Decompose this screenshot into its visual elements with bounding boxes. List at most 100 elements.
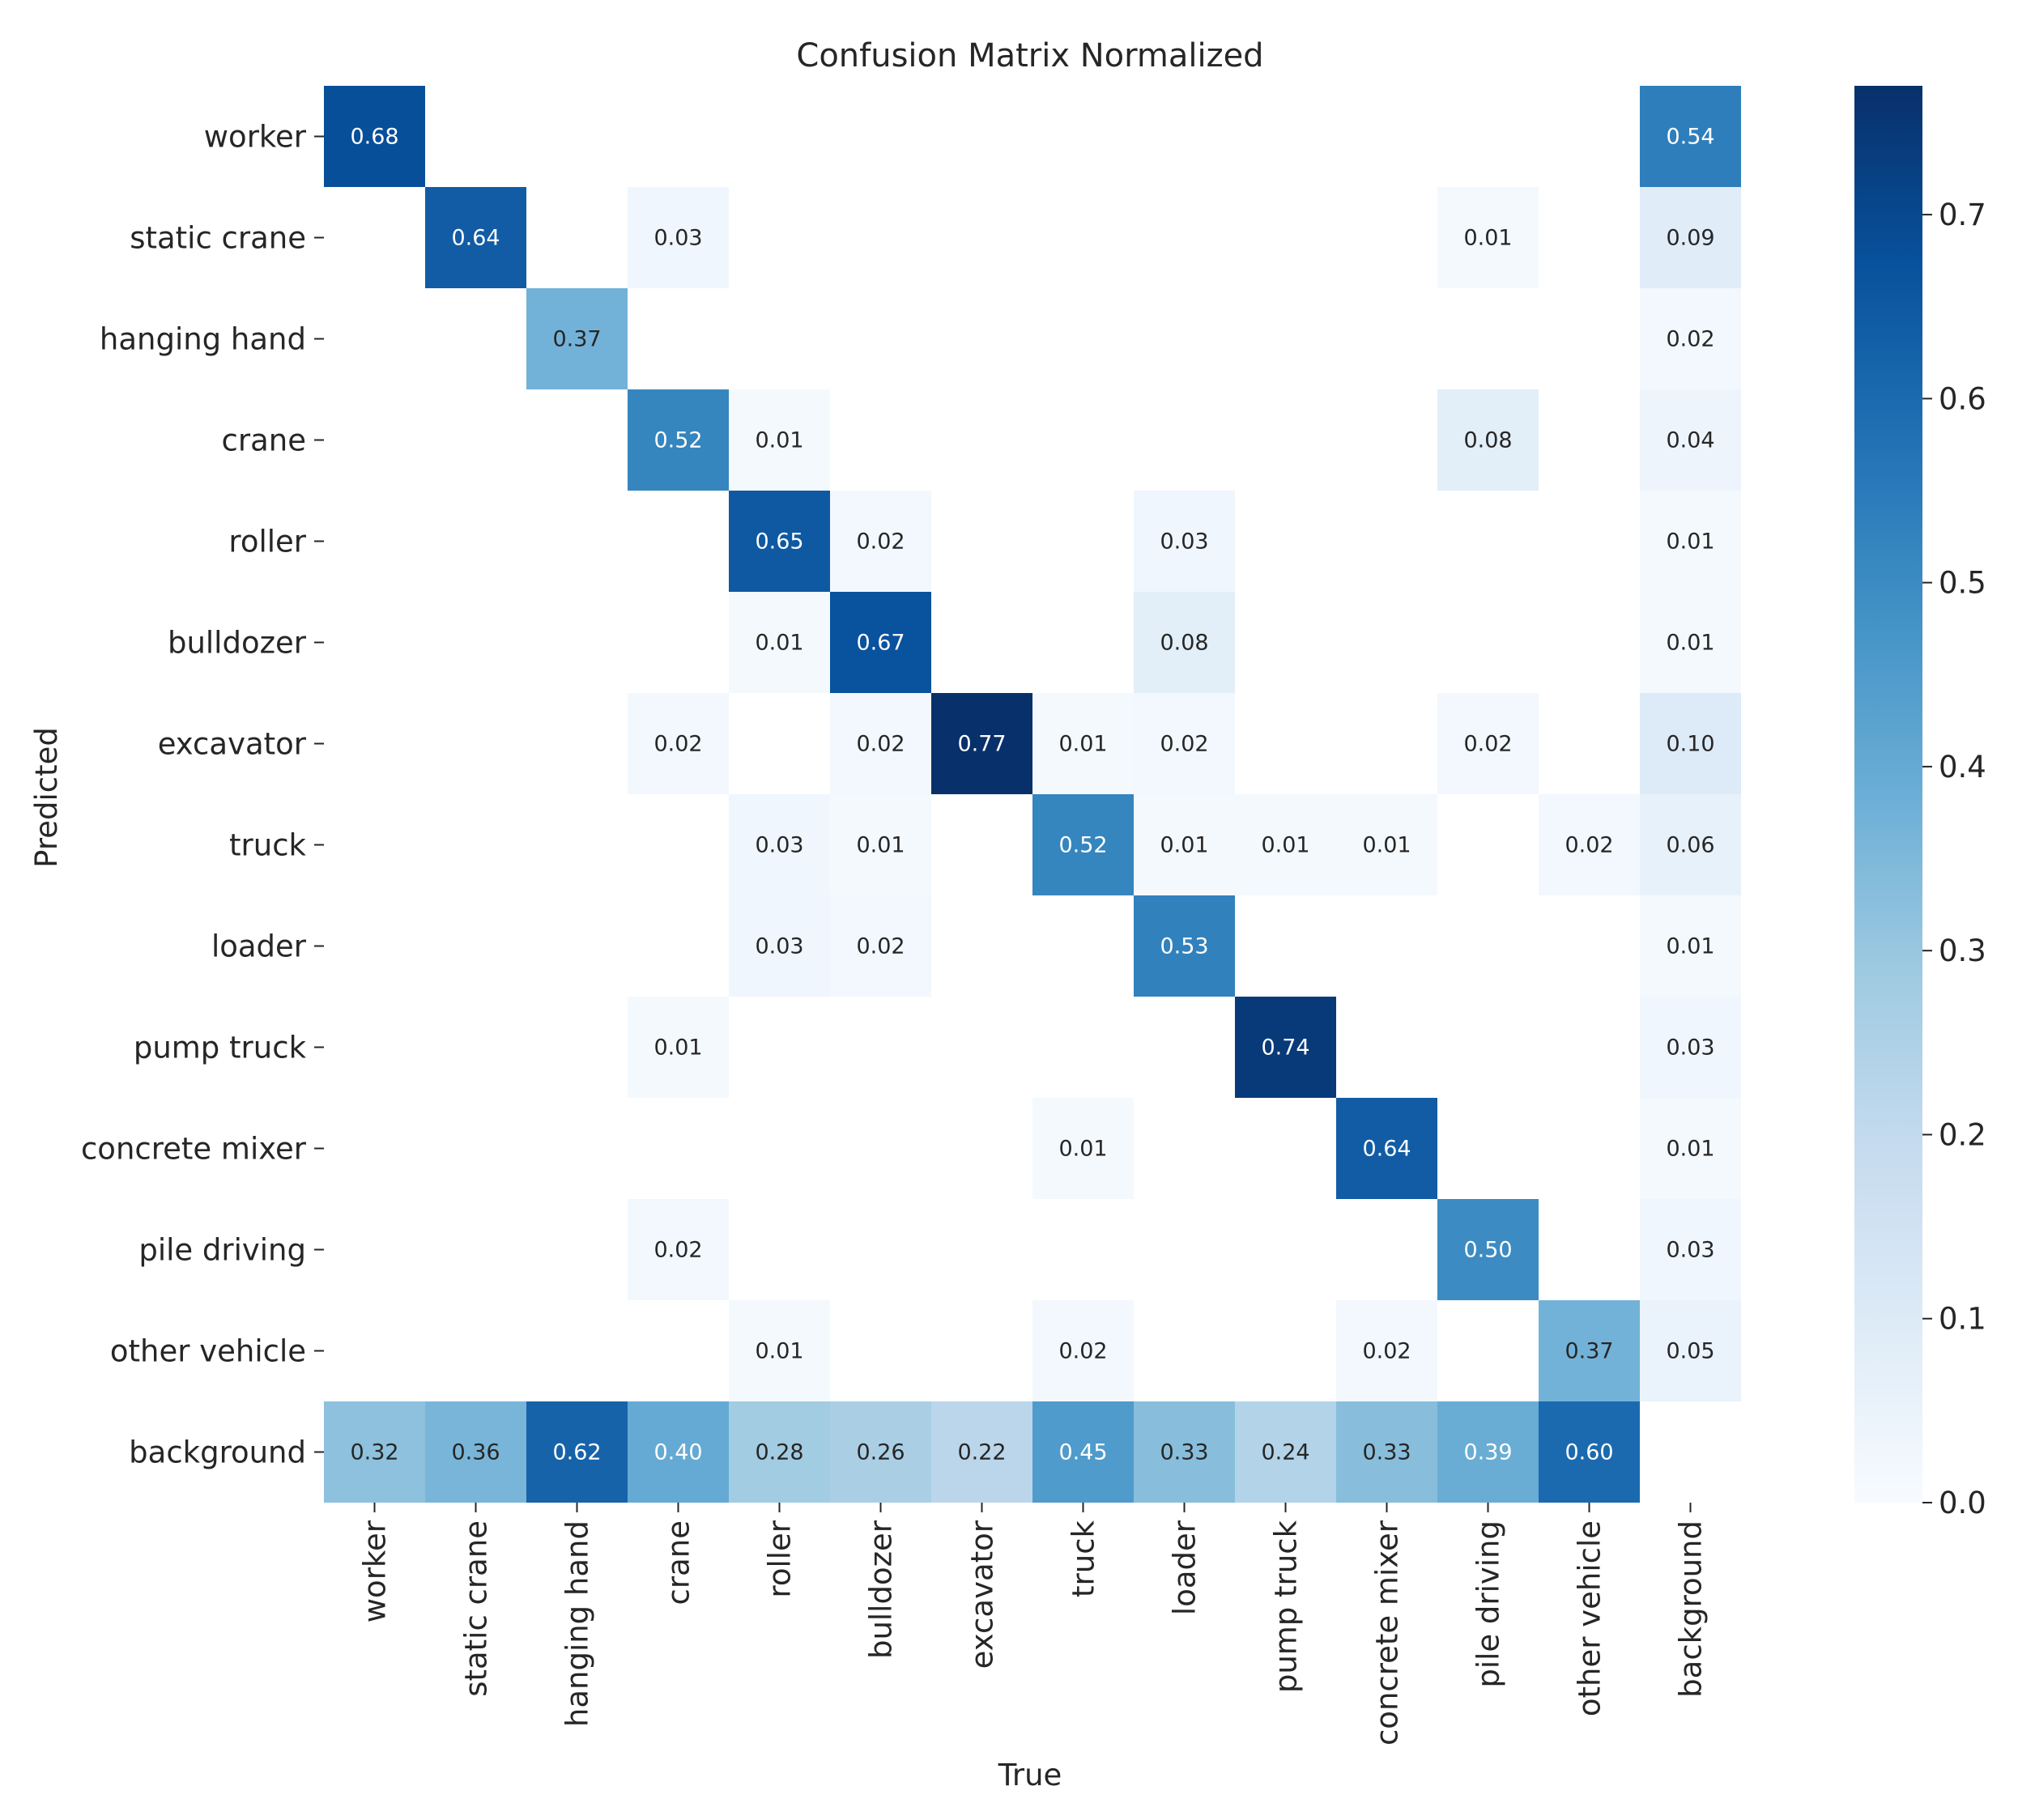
heatmap-cell: [1235, 997, 1336, 1098]
cell-value-label: 0.01: [1666, 934, 1714, 959]
colorbar-tick-label: 0.7: [1939, 198, 1986, 232]
cell-value-label: 0.02: [1463, 732, 1512, 757]
heatmap-cell: [1640, 895, 1741, 997]
cell-value-label: 0.05: [1666, 1339, 1714, 1364]
heatmap-cell: [628, 389, 729, 491]
x-tick-label: hanging hand: [560, 1520, 595, 1727]
heatmap-cell: [526, 1401, 628, 1503]
x-tick-label: background: [1674, 1520, 1709, 1698]
heatmap-cell: [1437, 693, 1539, 794]
cell-value-label: 0.06: [1666, 833, 1714, 858]
heatmap-cell: [324, 1401, 425, 1503]
cell-value-label: 0.37: [1565, 1339, 1613, 1364]
cell-value-label: 0.36: [451, 1440, 500, 1465]
heatmap-cell: [729, 1300, 830, 1401]
heatmap-cells: 0.68 0.54 0.64 0.03 0.01 0.09 0.37 0.02 0.52 0.01…: [324, 86, 1741, 1503]
heatmap-cell: [1336, 1098, 1437, 1199]
heatmap-cell: [1032, 693, 1134, 794]
cell-value-label: 0.01: [1261, 833, 1309, 858]
y-tick-label: pile driving: [138, 1233, 306, 1268]
cell-value-label: 0.02: [1160, 732, 1208, 757]
y-tick-label: hanging hand: [100, 322, 306, 357]
cell-value-label: 0.77: [957, 732, 1006, 757]
heatmap-cell: [526, 288, 628, 389]
x-axis-label: True: [998, 1758, 1062, 1792]
cell-value-label: 0.54: [1666, 125, 1714, 150]
heatmap-cell: [1134, 1401, 1235, 1503]
cell-value-label: 0.01: [856, 833, 905, 858]
cell-value-label: 0.68: [350, 125, 398, 150]
cell-value-label: 0.01: [1666, 1137, 1714, 1162]
x-tick-label: worker: [358, 1520, 393, 1622]
heatmap-cell: [1032, 1401, 1134, 1503]
y-tick-label: background: [129, 1435, 306, 1470]
heatmap-cell: [1032, 1300, 1134, 1401]
x-tick-label: pump truck: [1269, 1520, 1304, 1693]
heatmap-cell: [1539, 1300, 1640, 1401]
heatmap-cell: [729, 1401, 830, 1503]
cell-value-label: 0.04: [1666, 428, 1714, 453]
heatmap-cell: [1134, 693, 1235, 794]
cell-value-label: 0.64: [451, 226, 500, 251]
cell-value-label: 0.10: [1666, 732, 1714, 757]
cell-value-label: 0.33: [1160, 1440, 1208, 1465]
cell-value-label: 0.33: [1362, 1440, 1411, 1465]
heatmap-cell: [1640, 794, 1741, 895]
heatmap-cell: [729, 491, 830, 592]
heatmap-cell: [1336, 1300, 1437, 1401]
heatmap-cell: [628, 997, 729, 1098]
colorbar: [1854, 86, 1922, 1503]
cell-value-label: 0.60: [1565, 1440, 1613, 1465]
colorbar-tick-label: 0.1: [1939, 1302, 1986, 1337]
cell-value-label: 0.02: [653, 1238, 702, 1263]
heatmap-cell: [1134, 592, 1235, 693]
cell-value-label: 0.03: [653, 226, 702, 251]
cell-value-label: 0.08: [1463, 428, 1512, 453]
heatmap-cell: [1640, 1199, 1741, 1300]
colorbar-ticks: 0.0 0.1 0.2 0.3 0.4 0.5 0.6 0.7: [1922, 198, 1986, 1520]
cell-value-label: 0.08: [1160, 631, 1208, 656]
cell-value-label: 0.26: [856, 1440, 905, 1465]
cell-value-label: 0.28: [755, 1440, 803, 1465]
cell-value-label: 0.01: [1463, 226, 1512, 251]
x-tick-label: excavator: [965, 1520, 1000, 1669]
y-tick-label: concrete mixer: [81, 1132, 307, 1167]
y-tick-label: roller: [228, 525, 306, 559]
x-tick-label: concrete mixer: [1370, 1520, 1405, 1746]
heatmap-cell: [628, 187, 729, 288]
heatmap-cell: [1235, 794, 1336, 895]
colorbar-tick-label: 0.6: [1939, 381, 1986, 416]
heatmap-cell: [931, 693, 1032, 794]
cell-value-label: 0.02: [1666, 327, 1714, 352]
heatmap-cell: [1640, 491, 1741, 592]
y-tick-label: truck: [229, 828, 307, 863]
x-tick-label: loader: [1168, 1520, 1203, 1615]
heatmap-cell: [1134, 491, 1235, 592]
cell-value-label: 0.52: [653, 428, 702, 453]
cell-value-label: 0.45: [1058, 1440, 1107, 1465]
heatmap-cell: [729, 389, 830, 491]
cell-value-label: 0.01: [1362, 833, 1411, 858]
cell-value-label: 0.02: [1058, 1339, 1107, 1364]
cell-value-label: 0.01: [1058, 1137, 1107, 1162]
heatmap-cell: [1640, 1098, 1741, 1199]
cell-value-label: 0.03: [755, 833, 803, 858]
heatmap-cell: [324, 86, 425, 187]
cell-value-label: 0.02: [653, 732, 702, 757]
y-axis-label: Predicted: [29, 727, 64, 868]
cell-value-label: 0.02: [856, 732, 905, 757]
y-tick-label: excavator: [158, 727, 307, 762]
heatmap-cell: [1437, 389, 1539, 491]
cell-value-label: 0.40: [653, 1440, 702, 1465]
cell-value-label: 0.02: [856, 529, 905, 555]
cell-value-label: 0.52: [1058, 833, 1107, 858]
cell-value-label: 0.03: [1666, 1238, 1714, 1263]
chart-title: Confusion Matrix Normalized: [796, 37, 1263, 74]
cell-value-label: 0.74: [1261, 1035, 1309, 1061]
heatmap-cell: [1640, 86, 1741, 187]
heatmap-cell: [830, 895, 931, 997]
heatmap-cell: [1437, 1199, 1539, 1300]
heatmap-cell: [1032, 1098, 1134, 1199]
heatmap-cell: [628, 693, 729, 794]
heatmap-cell: [1640, 592, 1741, 693]
